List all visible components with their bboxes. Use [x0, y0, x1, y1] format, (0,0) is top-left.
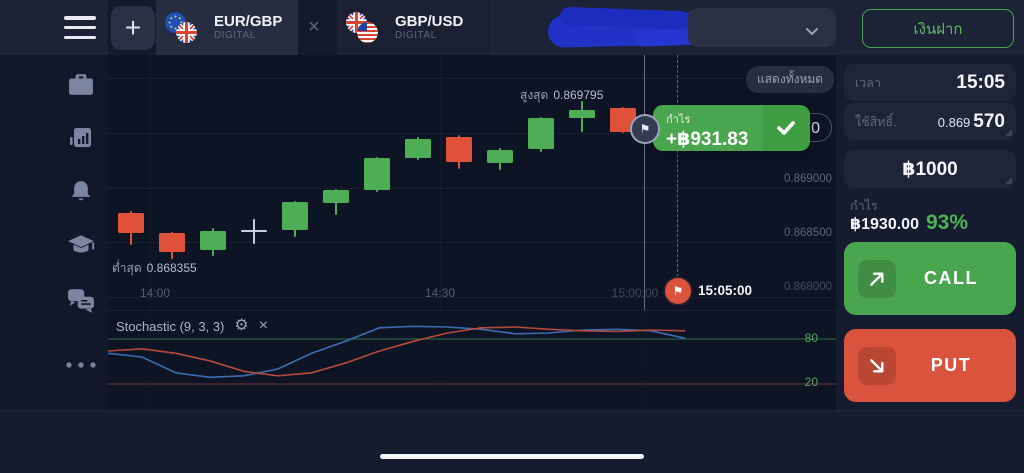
gridline — [108, 78, 836, 79]
profit-badge-value: +฿931.83 — [666, 129, 749, 150]
profit-badge[interactable]: กำไร +฿931.83 — [644, 105, 811, 151]
gear-icon[interactable]: ⚙ — [234, 317, 249, 334]
candle[interactable] — [282, 202, 308, 230]
candle[interactable] — [159, 233, 185, 252]
more-options-icon[interactable] — [63, 352, 99, 378]
put-arrow-icon — [858, 346, 896, 385]
top-bar: + EUR/GBP DIGITAL × — [0, 0, 1024, 55]
tab-type-label: DIGITAL — [214, 30, 256, 42]
pair-flags — [345, 10, 387, 46]
us-flag-icon — [357, 21, 378, 43]
candle[interactable] — [323, 190, 349, 204]
call-button[interactable]: CALL — [844, 242, 1016, 315]
hamburger-menu-icon[interactable] — [64, 16, 96, 39]
stochastic-D-line — [108, 326, 686, 377]
bottom-toolbar: i 5m 1M1D1H1H30m15m5m 26 ก.ย. 15:00:02 — [0, 410, 1024, 473]
stochastic-K-line — [108, 325, 686, 379]
level-80-label: 80 — [804, 331, 818, 345]
show-all-button[interactable]: แสดงทั้งหมด — [746, 66, 835, 93]
price-chart[interactable]: แสดงทั้งหมด สูงสุด 0.869795 ต่ำสุด 0.86835… — [108, 55, 836, 310]
home-indicator[interactable] — [380, 454, 644, 459]
gb-flag-icon — [176, 21, 197, 43]
resize-corner — [1005, 177, 1012, 184]
chat-support-icon[interactable] — [67, 287, 95, 313]
plus-icon: + — [124, 12, 142, 43]
gridline — [440, 55, 441, 310]
portfolio-briefcase-icon[interactable] — [67, 72, 95, 98]
asset-tab-eurgbp[interactable]: EUR/GBP DIGITAL — [156, 0, 298, 55]
tab-pair-label: EUR/GBP — [214, 12, 283, 30]
time-axis-label: 14:00 — [139, 286, 171, 300]
tab-type-label: DIGITAL — [395, 30, 437, 42]
alerts-bell-icon[interactable] — [67, 179, 95, 205]
level-20-label: 20 — [804, 375, 818, 389]
add-asset-button[interactable]: + — [111, 6, 155, 50]
deposit-button[interactable]: เงินฝาก — [862, 9, 1014, 48]
pair-flags — [164, 10, 206, 46]
expiry-time-label: 15:05:00 — [698, 283, 753, 298]
gridline — [108, 297, 836, 298]
education-icon[interactable] — [67, 233, 95, 259]
asset-tab-gbpusd[interactable]: GBP/USD DIGITAL — [337, 0, 489, 55]
candle[interactable] — [405, 138, 431, 159]
strike-field[interactable]: ใช้สิทธิ์. 0.869 570 — [844, 103, 1016, 140]
profit-percent: 93% — [925, 211, 968, 234]
chart-area[interactable]: แสดงทั้งหมด สูงสุด 0.869795 ต่ำสุด 0.86835… — [108, 55, 836, 410]
call-arrow-icon — [858, 259, 896, 298]
close-tab-icon[interactable]: × — [308, 16, 320, 38]
stochastic-pane[interactable]: Stochastic (9, 3, 3) ⚙ × 80 20 — [108, 310, 836, 409]
low-marker-label: ต่ำสุด 0.868355 — [112, 261, 197, 275]
put-button[interactable]: PUT — [844, 329, 1016, 402]
expiry-time-line — [677, 55, 678, 277]
profit-row: ฿1930.00 93% — [850, 211, 968, 235]
trade-panel: เวลา 15:05 ใช้สิทธิ์. 0.869 570 ฿1000 กำไ… — [836, 55, 1024, 410]
account-selector[interactable] — [688, 8, 836, 47]
indicator-title: Stochastic (9, 3, 3) — [116, 318, 225, 334]
candle[interactable] — [364, 158, 390, 191]
gridline — [108, 133, 836, 134]
collect-profit-button[interactable] — [762, 105, 811, 151]
gridline — [108, 188, 836, 189]
close-indicator-icon[interactable]: × — [258, 317, 269, 334]
gridline — [150, 55, 151, 310]
time-axis-label: 14:30 — [424, 286, 456, 300]
market-analysis-icon[interactable] — [67, 125, 95, 151]
gridline — [108, 242, 836, 243]
profit-amount: ฿1930.00 — [850, 216, 919, 233]
high-marker-label: สูงสุด 0.869795 — [520, 88, 604, 102]
expiry-time-field[interactable]: เวลา 15:05 — [844, 64, 1016, 101]
left-sidebar — [0, 55, 108, 410]
stochastic-lines — [108, 311, 836, 409]
purchase-time-line — [644, 55, 645, 310]
amount-field[interactable]: ฿1000 — [844, 150, 1016, 188]
tab-pair-label: GBP/USD — [395, 12, 464, 30]
candle[interactable] — [118, 213, 144, 234]
candle[interactable] — [528, 117, 554, 150]
expiry-flag-marker[interactable]: ⚑ — [663, 276, 693, 306]
purchase-flag-marker[interactable]: ⚑ — [630, 114, 660, 144]
resize-corner — [1005, 129, 1012, 136]
price-axis-label: 0.869000 — [784, 173, 832, 185]
profit-badge-label: กำไร — [666, 114, 691, 126]
price-axis-label: 0.868000 — [784, 281, 832, 293]
candle[interactable] — [569, 109, 595, 118]
chevron-down-icon[interactable] — [805, 23, 819, 41]
checkmark-icon — [777, 121, 796, 135]
profit-label: กำไร — [850, 199, 878, 213]
candle[interactable] — [200, 230, 226, 250]
candle[interactable] — [241, 229, 267, 232]
price-axis-label: 0.868500 — [784, 227, 832, 239]
candle[interactable] — [487, 149, 513, 163]
time-axis-label: 15:00:00 — [611, 286, 659, 300]
candle[interactable] — [446, 137, 472, 162]
